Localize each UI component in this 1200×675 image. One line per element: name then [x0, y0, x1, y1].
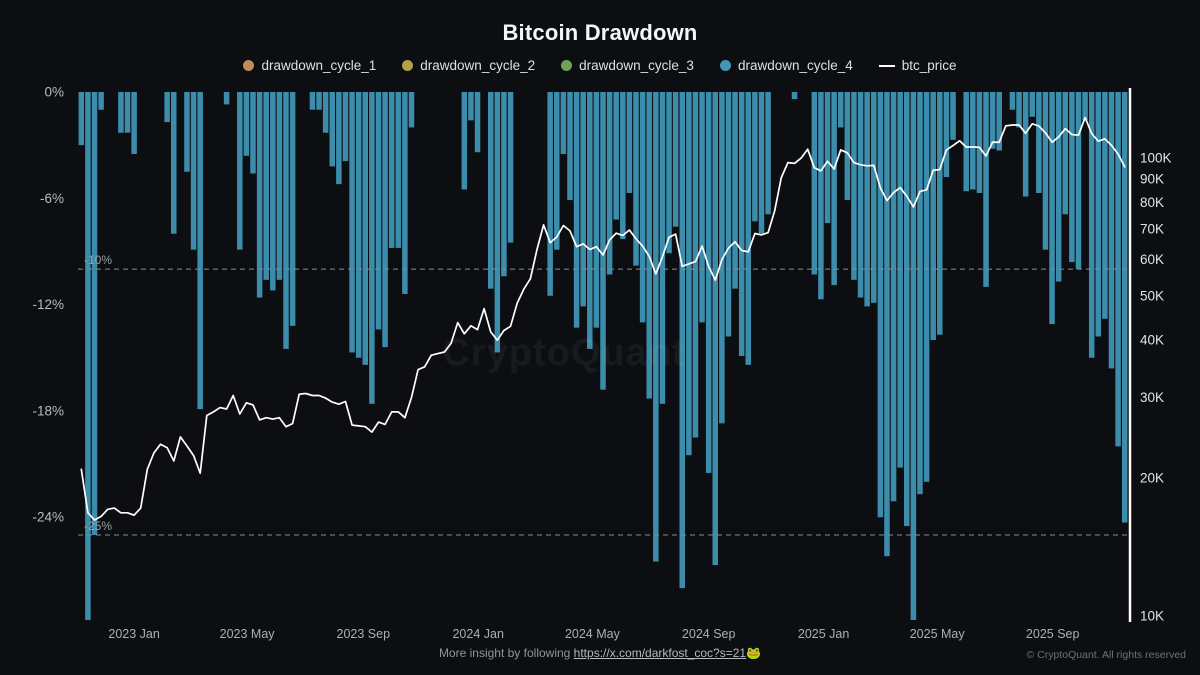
right-tick-label: 30K [1140, 390, 1164, 405]
right-tick-label: 20K [1140, 471, 1164, 486]
left-axis-labels: 0% -6% -12% -18% -24% [32, 85, 64, 525]
drawdown-cycle-4-bars [78, 92, 1128, 620]
legend-item-drawdown_cycle_3[interactable]: drawdown_cycle_3 [561, 58, 694, 73]
right-tick-label: 70K [1140, 221, 1164, 236]
legend: drawdown_cycle_1 drawdown_cycle_2 drawdown… [0, 58, 1200, 73]
legend-item-label: drawdown_cycle_1 [261, 58, 377, 73]
right-tick-label: 60K [1140, 252, 1164, 267]
right-tick-label: 90K [1140, 171, 1164, 186]
series-dot-icon [243, 60, 255, 71]
footer-link[interactable]: https://x.com/darkfost_coc?s=21 [573, 646, 747, 660]
ref-line-label: -25% [84, 519, 112, 533]
right-axis-labels: 100K 90K 80K 70K 60K 50K 40K 30K 20K 10K [1140, 150, 1172, 623]
left-tick-label: -12% [32, 297, 64, 312]
x-tick-label: 2023 Jan [108, 627, 159, 641]
btc-price-line [80, 116, 1126, 521]
reference-lines: -10% -25% [78, 253, 1128, 536]
chart-title: Bitcoin Drawdown [502, 20, 698, 45]
legend-item-label: drawdown_cycle_4 [737, 58, 853, 73]
right-tick-label: 10K [1140, 608, 1164, 623]
left-tick-label: 0% [44, 85, 64, 100]
left-tick-label: -6% [40, 191, 64, 206]
series-dot-icon [402, 60, 414, 71]
x-tick-label: 2023 May [220, 627, 276, 641]
right-tick-label: 40K [1140, 333, 1164, 348]
legend-item-label: drawdown_cycle_3 [579, 58, 694, 73]
x-tick-label: 2024 May [565, 627, 621, 641]
x-axis-labels: 2023 Jan 2023 May 2023 Sep 2024 Jan 2024 May… [108, 627, 1079, 641]
x-tick-label: 2024 Sep [682, 627, 736, 641]
legend-item-drawdown_cycle_4[interactable]: drawdown_cycle_4 [719, 58, 853, 73]
legend-item-label: btc_price [901, 58, 957, 73]
legend-item-drawdown_cycle_1[interactable]: drawdown_cycle_1 [243, 58, 376, 73]
legend-item-btc_price[interactable]: btc_price [878, 58, 957, 73]
x-tick-label: 2025 May [910, 627, 966, 641]
series-dot-icon [719, 60, 731, 71]
left-tick-label: -24% [32, 510, 64, 525]
x-tick-label: 2024 Jan [452, 627, 503, 641]
copyright: © CryptoQuant. All rights reserved [1026, 649, 1186, 661]
footer-text: More insight by following [438, 646, 574, 660]
frog-emoji-icon: 🐸 [746, 646, 762, 660]
x-tick-label: 2025 Jan [798, 627, 849, 641]
legend-item-drawdown_cycle_2[interactable]: drawdown_cycle_2 [402, 58, 535, 73]
x-tick-label: 2023 Sep [337, 627, 391, 641]
legend-item-label: drawdown_cycle_2 [420, 58, 536, 73]
right-tick-label: 100K [1140, 150, 1172, 165]
right-tick-label: 50K [1140, 288, 1164, 303]
x-tick-label: 2025 Sep [1026, 627, 1080, 641]
series-dot-icon [561, 60, 573, 71]
left-tick-label: -18% [32, 403, 64, 418]
footer-note: More insight by following https://x.com/… [0, 646, 1200, 660]
right-tick-label: 80K [1140, 195, 1164, 210]
price-line-marker-icon [878, 64, 895, 67]
ref-line-label: -10% [84, 253, 112, 267]
